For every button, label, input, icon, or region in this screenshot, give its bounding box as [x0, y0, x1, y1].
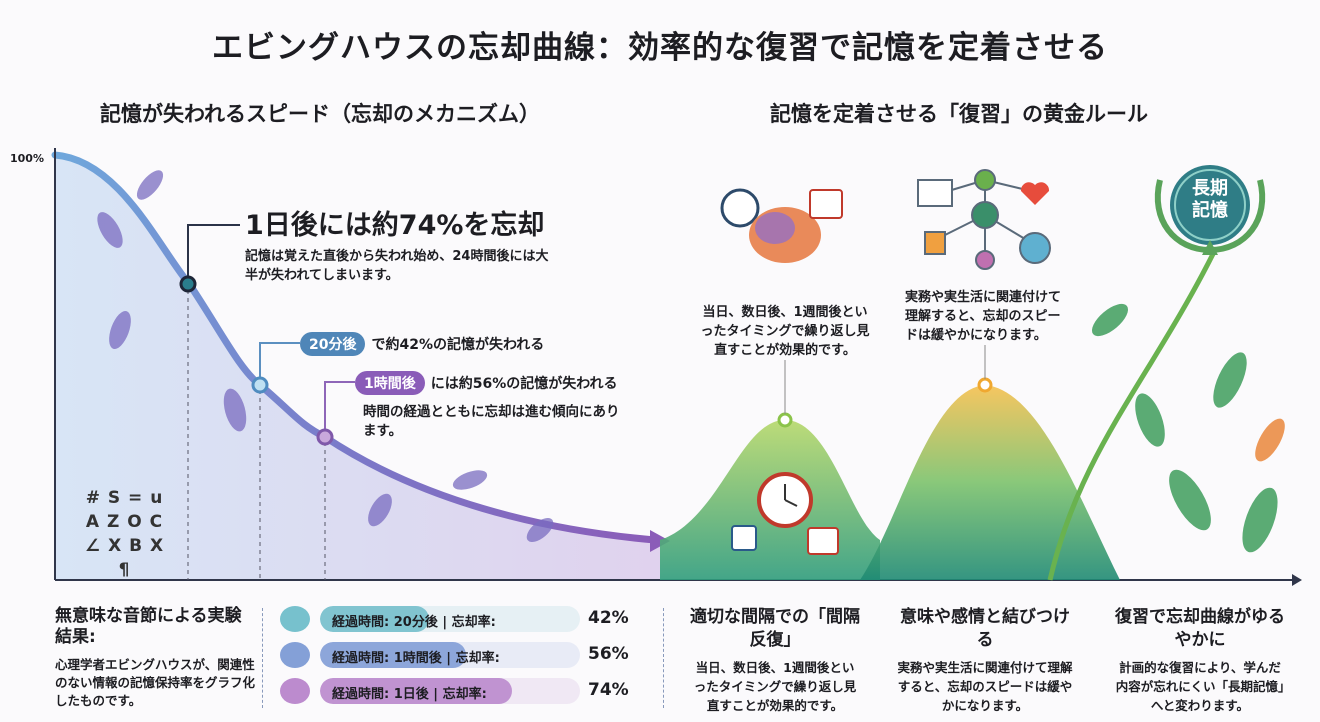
x-axis-arrow: [1292, 574, 1302, 586]
row-label: 経過時間: 20分後 | 忘却率:: [332, 615, 496, 630]
review-hill-2: [860, 385, 1120, 580]
nonsense-letters: # S = u A Z O C ∠ X B X ¶: [84, 488, 164, 580]
spaced-repetition-note: 当日、数日後、1週間後といったタイミングで繰り返し見直すことが効果的です。: [700, 305, 870, 358]
brain-icon: [280, 642, 310, 668]
point-1day: [179, 275, 197, 293]
vine-leaves: [97, 170, 554, 542]
page-title: エビングハウスの忘却曲線：効率的な復習で記憶を定着させる: [212, 30, 1108, 66]
callout-1hour: 1時間後 には約56%の記憶が失われる: [355, 371, 618, 395]
y-axis-label: 100%: [10, 152, 44, 165]
retention-area: [55, 155, 660, 580]
callout-1day-headline: 1日後には約74%を忘却: [245, 210, 545, 241]
pill-1hour: 1時間後: [355, 371, 425, 395]
rule-heading: 適切な間隔での「間隔反復」: [690, 607, 860, 650]
point-1hour: [316, 428, 334, 446]
rule-heading: 復習で忘却曲線がゆるやかに: [1115, 607, 1285, 650]
row-value: 74%: [588, 680, 629, 700]
forgetting-rate-fill: [320, 642, 466, 668]
callout-1hour-text: には約56%の記憶が失われる: [430, 376, 618, 392]
brain-icon: [280, 606, 310, 632]
point-20min: [251, 376, 269, 394]
experiment-heading: 無意味な音節による実験結果:: [55, 606, 242, 647]
callout-1day-text: 記憶は覚えた直後から失われ始め、24時間後には大半が失われてしまいます。: [245, 249, 549, 283]
rule-gentle-curve: 復習で忘却曲線がゆるやかに 計画的な復習により、学んだ内容が忘れにくい「長期記憶…: [1115, 606, 1285, 715]
growth-vine: [1047, 248, 1218, 581]
divider: [262, 608, 263, 708]
row-label: 経過時間: 1日後 | 忘却率:: [332, 687, 487, 702]
row-value: 42%: [588, 608, 629, 628]
callout-20min: 20分後 で約42%の記憶が失われる: [300, 332, 544, 356]
forgetting-rate-fill: [320, 606, 430, 632]
badge-text: 長期記憶: [1192, 178, 1228, 221]
rule-meaning-emotion: 意味や感情と結びつける 実務や実生活に関連付けて理解すると、忘却のスピードは緩や…: [895, 606, 1075, 715]
calendar-icon: [807, 527, 839, 555]
rule-text: 計画的な復習により、学んだ内容が忘れにくい「長期記憶」へと変わります。: [1115, 660, 1285, 713]
brain-cycle-icon: [720, 188, 843, 263]
rule-text: 当日、数日後、1週間後といったタイミングで繰り返し見直すことが効果的です。: [693, 660, 857, 713]
pill-20min: 20分後: [300, 332, 366, 356]
right-section-heading: 記憶を定着させる「復習」の黄金ルール: [770, 102, 1148, 126]
association-network-icon: [917, 169, 1051, 270]
experiment-text: 心理学者エビングハウスが、関連性のない情報の記憶保持率をグラフ化したものです。: [55, 657, 256, 708]
row-value: 56%: [588, 644, 629, 664]
clock-icon: [757, 472, 813, 528]
forgetting-rate-bar: 経過時間: 1時間後 | 忘却率:: [320, 642, 580, 668]
divider: [663, 608, 664, 708]
brain-icon: [280, 678, 310, 704]
checklist-icon: [731, 525, 757, 551]
forgetting-rate-fill: [320, 678, 513, 704]
left-section-heading: 記憶が失われるスピード（忘却のメカニズム）: [100, 102, 540, 126]
meaning-note: 実務や実生活に関連付けて理解すると、忘却のスピードは緩やかになります。: [905, 290, 1062, 343]
rule-spaced-repetition: 適切な間隔での「間隔反復」 当日、数日後、1週間後といったタイミングで繰り返し見…: [690, 606, 860, 715]
plant-leaves: [1091, 303, 1285, 553]
rule-heading: 意味や感情と結びつける: [900, 607, 1070, 650]
row-label: 経過時間: 1時間後 | 忘却率:: [332, 651, 500, 666]
callout-20min-text: で約42%の記憶が失われる: [371, 337, 545, 353]
forgetting-rate-bar: 経過時間: 20分後 | 忘却率:: [320, 606, 580, 632]
callout-1hour-note: 時間の経過とともに忘却は進む傾向にあります。: [363, 404, 620, 439]
forgetting-rate-bar: 経過時間: 1日後 | 忘却率:: [320, 678, 580, 704]
forgetting-curve-illustration: [51, 148, 1302, 586]
rule-text: 実務や実生活に関連付けて理解すると、忘却のスピードは緩やかになります。: [897, 660, 1073, 713]
